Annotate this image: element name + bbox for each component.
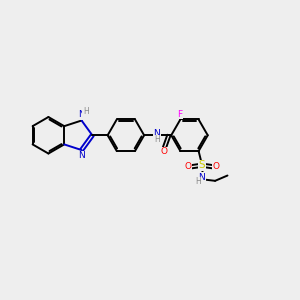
Text: N: N: [79, 151, 85, 160]
Text: O: O: [160, 147, 167, 156]
Text: N: N: [199, 173, 205, 182]
Text: S: S: [199, 160, 206, 170]
Text: O: O: [212, 162, 220, 171]
Text: O: O: [185, 162, 192, 171]
Text: N: N: [79, 110, 85, 119]
Text: N: N: [153, 129, 160, 138]
Text: H: H: [83, 107, 88, 116]
Text: H: H: [195, 177, 201, 186]
Text: F: F: [178, 110, 183, 119]
Text: H: H: [154, 135, 160, 144]
